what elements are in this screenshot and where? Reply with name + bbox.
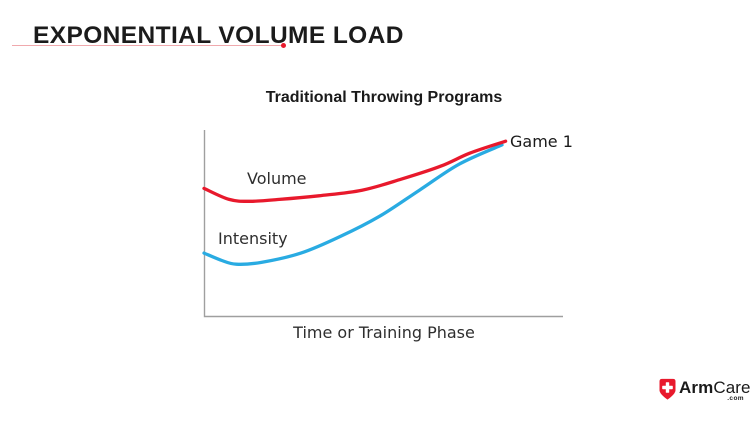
chart-title: Traditional Throwing Programs bbox=[265, 89, 503, 106]
slide-title: EXPONENTIAL VOLUME LOAD bbox=[33, 22, 404, 50]
volume-curve bbox=[202, 139, 508, 203]
logo-arm-text: Arm bbox=[679, 378, 714, 397]
shield-cross-icon bbox=[659, 378, 676, 400]
game1-annotation: Game 1 bbox=[510, 132, 573, 151]
logo-com-text: .com bbox=[727, 395, 744, 402]
logo-care-text: Care bbox=[713, 378, 751, 397]
intensity-series-label: Intensity bbox=[218, 229, 288, 248]
title-underline bbox=[12, 43, 286, 48]
armcare-logo: ArmCare .com bbox=[658, 377, 751, 407]
axis-lines bbox=[203, 130, 563, 318]
x-axis-label: Time or Training Phase bbox=[293, 323, 475, 342]
volume-series-label: Volume bbox=[247, 169, 307, 188]
underline-dot bbox=[281, 43, 286, 48]
logo-wordmark: ArmCare bbox=[679, 378, 751, 398]
intensity-curve bbox=[202, 143, 504, 266]
